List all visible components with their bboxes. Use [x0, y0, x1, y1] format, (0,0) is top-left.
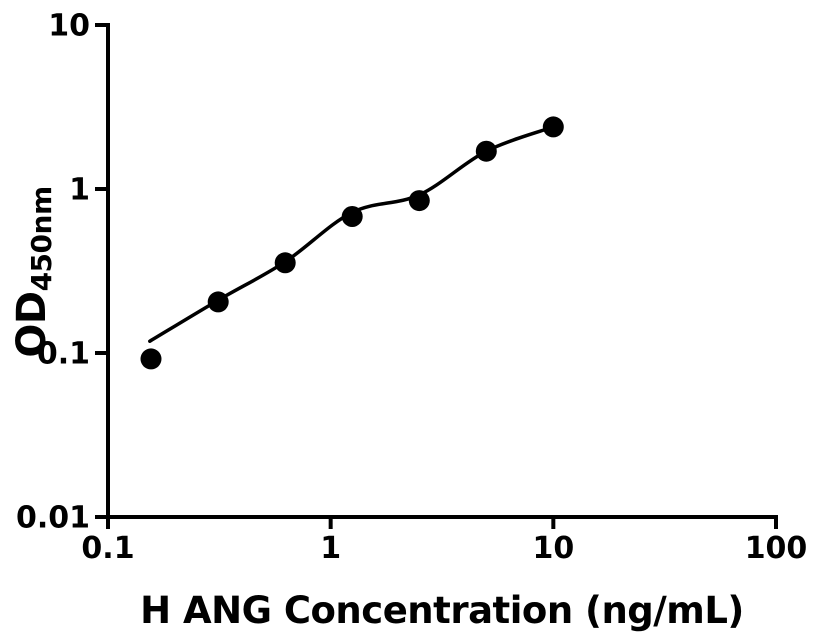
y-axis-title: OD450nm — [9, 186, 58, 357]
x-axis-tick-labels: 0.1 1 10 100 — [81, 531, 807, 566]
y-axis-ticks — [95, 23, 108, 519]
y-axis-title-subscript: 450nm — [25, 186, 58, 291]
x-tick-label: 100 — [745, 531, 808, 566]
data-points — [140, 116, 564, 370]
y-tick-label: 10 — [48, 9, 90, 44]
data-point — [207, 291, 229, 313]
x-tick-label: 1 — [320, 531, 341, 566]
data-point — [542, 116, 564, 138]
data-point — [475, 140, 497, 162]
data-point — [274, 252, 296, 274]
data-point — [140, 348, 162, 370]
x-axis-title: H ANG Concentration (ng/mL) — [140, 589, 744, 632]
y-tick-label: 1 — [69, 173, 90, 208]
x-tick-label: 10 — [532, 531, 574, 566]
data-point — [341, 206, 363, 227]
y-tick-label: 0.01 — [16, 501, 90, 536]
y-tick-label: 0.1 — [37, 337, 90, 372]
x-axis-ticks — [106, 517, 778, 529]
data-point — [408, 190, 430, 212]
y-axis-title-main: OD — [9, 291, 55, 357]
y-axis-tick-labels: 0.01 0.1 1 10 — [16, 9, 90, 536]
axis-spines — [106, 23, 778, 519]
x-tick-label: 0.1 — [81, 531, 134, 566]
